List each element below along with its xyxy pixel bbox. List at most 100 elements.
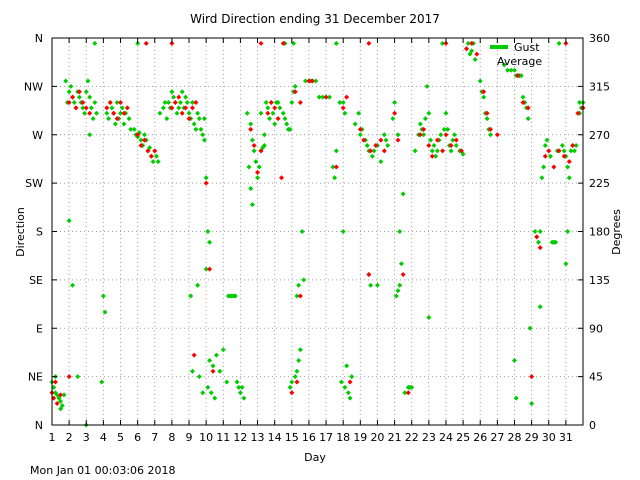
data-point (395, 137, 401, 143)
data-point (268, 100, 274, 105)
data-point (535, 239, 541, 245)
x-tick-label: 26 (473, 431, 487, 444)
data-point (465, 40, 471, 46)
data-point (400, 272, 406, 277)
legend-label-gust: Gust (514, 41, 540, 54)
data-point (138, 143, 144, 148)
x-tick-label: 16 (302, 431, 316, 444)
data-point (434, 137, 440, 143)
data-point (537, 245, 543, 251)
data-point (207, 266, 213, 272)
data-point (205, 384, 211, 390)
x-tick-label: 6 (134, 431, 141, 444)
y-tick-label-right: 90 (589, 322, 603, 335)
data-point (284, 121, 290, 127)
data-point (513, 395, 519, 401)
data-point (99, 379, 105, 385)
data-point (542, 153, 548, 159)
data-point (340, 100, 346, 105)
x-tick-label: 12 (233, 431, 247, 444)
data-point (157, 110, 163, 116)
data-point (421, 132, 427, 138)
data-point (66, 89, 72, 95)
data-point (92, 40, 98, 46)
data-point (52, 379, 58, 385)
data-point (477, 78, 483, 84)
data-point (172, 100, 178, 105)
data-point (333, 148, 339, 154)
data-point (224, 379, 230, 385)
data-point (469, 40, 475, 46)
data-point (294, 368, 300, 374)
data-point (135, 40, 141, 46)
data-point (201, 137, 207, 143)
data-point (571, 148, 577, 154)
data-point (70, 94, 76, 100)
data-point (289, 100, 295, 105)
data-point (368, 148, 374, 154)
data-point (397, 229, 403, 234)
data-point (453, 137, 459, 143)
data-point (100, 293, 106, 299)
data-point (124, 105, 130, 111)
data-point (518, 73, 524, 79)
data-point (109, 105, 115, 111)
data-point (547, 153, 553, 159)
data-point (270, 110, 276, 116)
data-point (309, 78, 315, 84)
data-point (511, 67, 517, 73)
data-point (232, 293, 238, 299)
data-point (63, 78, 69, 84)
data-point (520, 94, 526, 100)
data-point (361, 137, 367, 143)
data-point (378, 159, 384, 165)
data-point (292, 89, 298, 95)
x-tick-label: 27 (490, 431, 504, 444)
data-point (537, 304, 543, 310)
data-point (301, 277, 307, 283)
data-point (337, 100, 343, 105)
data-point (443, 40, 449, 46)
data-point (249, 137, 255, 143)
data-point (189, 368, 195, 374)
data-point (488, 132, 494, 138)
data-point (148, 153, 154, 159)
data-point (443, 110, 449, 116)
data-point (87, 132, 93, 138)
y-tick-label-right: 315 (589, 80, 610, 93)
data-point (112, 121, 118, 127)
data-point (458, 148, 464, 154)
data-point (153, 153, 159, 159)
data-point (400, 191, 406, 197)
data-point (448, 148, 454, 154)
data-point (561, 148, 567, 154)
data-point (171, 94, 177, 100)
x-tick-label: 2 (66, 431, 73, 444)
data-point (397, 282, 403, 288)
data-point (529, 374, 535, 380)
data-point (193, 100, 199, 105)
x-tick-label: 8 (168, 431, 175, 444)
data-point (195, 110, 201, 116)
x-tick-label: 25 (456, 431, 470, 444)
data-point (237, 390, 243, 396)
data-point (94, 110, 100, 116)
data-point (75, 374, 81, 380)
data-point (119, 105, 125, 111)
data-point (174, 110, 180, 116)
data-point (265, 110, 271, 116)
data-point (488, 126, 494, 132)
data-point (474, 51, 480, 57)
data-point (426, 110, 432, 116)
data-point (280, 110, 286, 116)
data-point (210, 368, 216, 374)
data-point (452, 132, 458, 138)
data-point (220, 347, 226, 353)
x-tick-label: 5 (117, 431, 124, 444)
legend-label-average: Average (497, 55, 542, 68)
y-tick-label-right: 135 (589, 274, 610, 287)
data-point (349, 374, 355, 380)
data-point (85, 78, 91, 84)
data-point (561, 153, 567, 159)
data-point (244, 110, 250, 116)
